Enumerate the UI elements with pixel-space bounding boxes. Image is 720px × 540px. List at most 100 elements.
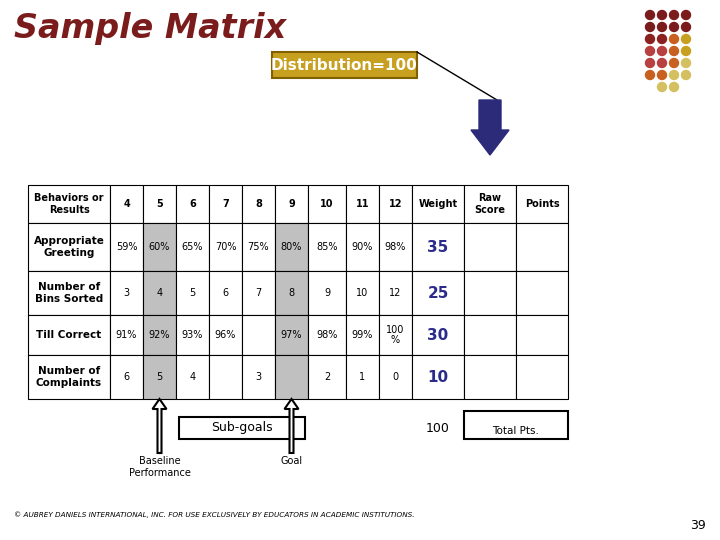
Bar bbox=[28, 185, 110, 223]
Text: 9: 9 bbox=[324, 288, 330, 298]
Text: 39: 39 bbox=[690, 519, 706, 532]
Bar bbox=[464, 271, 516, 315]
Bar bbox=[275, 355, 308, 399]
Bar bbox=[379, 315, 412, 355]
Bar bbox=[143, 185, 176, 223]
Circle shape bbox=[670, 10, 678, 19]
Text: 98%: 98% bbox=[384, 242, 406, 252]
Text: 10: 10 bbox=[428, 369, 449, 384]
Circle shape bbox=[646, 58, 654, 68]
Bar bbox=[308, 355, 346, 399]
Bar bbox=[379, 223, 412, 271]
Circle shape bbox=[682, 35, 690, 44]
Text: 2: 2 bbox=[324, 372, 330, 382]
Text: Till Correct: Till Correct bbox=[37, 330, 102, 340]
Text: Sub-goals: Sub-goals bbox=[211, 422, 273, 435]
Text: 12: 12 bbox=[390, 288, 402, 298]
Text: 25: 25 bbox=[427, 286, 449, 300]
Bar bbox=[275, 185, 308, 223]
Circle shape bbox=[646, 46, 654, 56]
Text: 35: 35 bbox=[428, 240, 449, 254]
Text: 5: 5 bbox=[189, 288, 196, 298]
Text: 93%: 93% bbox=[182, 330, 203, 340]
Text: 7: 7 bbox=[222, 199, 229, 209]
Text: Baseline
Performance: Baseline Performance bbox=[129, 456, 190, 477]
Bar bbox=[209, 223, 242, 271]
FancyArrow shape bbox=[153, 399, 166, 453]
Bar bbox=[516, 223, 568, 271]
Bar bbox=[242, 185, 275, 223]
Text: 4: 4 bbox=[123, 199, 130, 209]
Bar bbox=[110, 315, 143, 355]
Bar bbox=[516, 185, 568, 223]
Circle shape bbox=[646, 35, 654, 44]
Circle shape bbox=[657, 83, 667, 91]
Circle shape bbox=[670, 71, 678, 79]
Bar bbox=[412, 271, 464, 315]
Bar bbox=[379, 271, 412, 315]
Text: 70%: 70% bbox=[215, 242, 236, 252]
Circle shape bbox=[670, 83, 678, 91]
Bar bbox=[412, 223, 464, 271]
Bar bbox=[379, 185, 412, 223]
Bar bbox=[516, 315, 568, 355]
Text: 10: 10 bbox=[356, 288, 369, 298]
Text: 6: 6 bbox=[189, 199, 196, 209]
Circle shape bbox=[646, 71, 654, 79]
Circle shape bbox=[682, 23, 690, 31]
Text: Number of
Bins Sorted: Number of Bins Sorted bbox=[35, 282, 103, 304]
Circle shape bbox=[657, 58, 667, 68]
Text: Distribution=100: Distribution=100 bbox=[271, 57, 418, 72]
Text: Weight: Weight bbox=[418, 199, 458, 209]
Text: Total Pts.: Total Pts. bbox=[492, 426, 539, 436]
Bar bbox=[110, 355, 143, 399]
Bar bbox=[209, 185, 242, 223]
Text: 65%: 65% bbox=[181, 242, 203, 252]
Circle shape bbox=[670, 58, 678, 68]
Text: 75%: 75% bbox=[248, 242, 269, 252]
Bar bbox=[464, 185, 516, 223]
Circle shape bbox=[682, 10, 690, 19]
Bar bbox=[346, 315, 379, 355]
Bar bbox=[209, 355, 242, 399]
Bar bbox=[28, 271, 110, 315]
Text: 0: 0 bbox=[392, 372, 399, 382]
Bar bbox=[176, 185, 209, 223]
Circle shape bbox=[682, 46, 690, 56]
Text: Goal: Goal bbox=[280, 456, 302, 466]
Circle shape bbox=[646, 10, 654, 19]
Text: Behaviors or
Results: Behaviors or Results bbox=[35, 193, 104, 215]
Text: 90%: 90% bbox=[352, 242, 373, 252]
Bar bbox=[110, 185, 143, 223]
Bar bbox=[179, 417, 305, 439]
Bar bbox=[412, 185, 464, 223]
Circle shape bbox=[682, 58, 690, 68]
Circle shape bbox=[657, 46, 667, 56]
Text: 97%: 97% bbox=[281, 330, 302, 340]
Bar bbox=[412, 315, 464, 355]
Bar bbox=[110, 271, 143, 315]
Text: 3: 3 bbox=[123, 288, 130, 298]
Text: Raw
Score: Raw Score bbox=[474, 193, 505, 215]
Text: 92%: 92% bbox=[149, 330, 170, 340]
Bar bbox=[176, 315, 209, 355]
Text: 99%: 99% bbox=[352, 330, 373, 340]
Bar bbox=[28, 315, 110, 355]
Circle shape bbox=[670, 46, 678, 56]
Text: 91%: 91% bbox=[116, 330, 138, 340]
Text: 10: 10 bbox=[320, 199, 334, 209]
Bar bbox=[143, 355, 176, 399]
Text: 12: 12 bbox=[389, 199, 402, 209]
Bar bbox=[176, 223, 209, 271]
Bar bbox=[346, 271, 379, 315]
Text: 5: 5 bbox=[156, 199, 163, 209]
Bar bbox=[242, 355, 275, 399]
Circle shape bbox=[646, 23, 654, 31]
Circle shape bbox=[670, 23, 678, 31]
FancyBboxPatch shape bbox=[272, 52, 417, 78]
Bar bbox=[308, 223, 346, 271]
Bar bbox=[464, 223, 516, 271]
Bar bbox=[143, 223, 176, 271]
Text: 8: 8 bbox=[255, 199, 262, 209]
Bar bbox=[346, 223, 379, 271]
